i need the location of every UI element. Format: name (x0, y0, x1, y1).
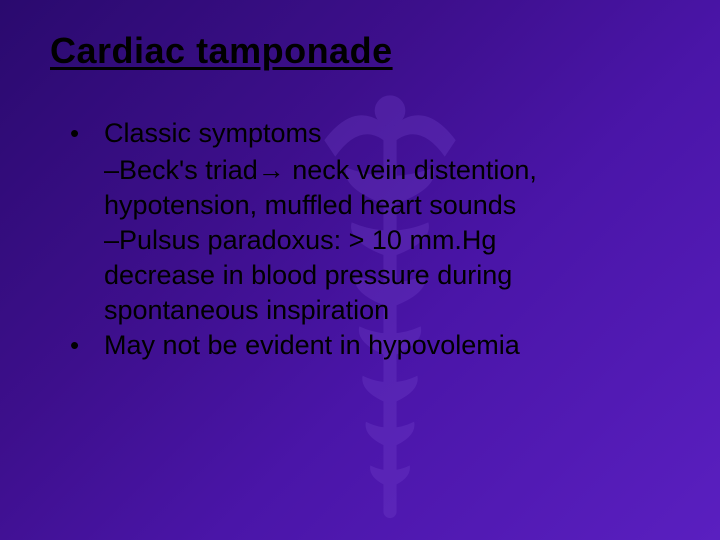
bullet-text: Classic symptoms (104, 116, 322, 151)
sub-bullet-text: decrease in blood pressure during (104, 258, 512, 293)
slide-title: Cardiac tamponade (50, 30, 670, 72)
sub-text-part: –Beck's triad (104, 155, 258, 185)
bullet-item: • May not be evident in hypovolemia (70, 328, 670, 363)
bullet-item: • Classic symptoms (70, 116, 670, 151)
slide-container: Cardiac tamponade • Classic symptoms –Be… (0, 0, 720, 363)
sub-bullet-item: –Beck's triad→ neck vein distention, (70, 153, 670, 188)
arrow-icon: → (258, 155, 285, 185)
sub-bullet-continuation: hypotension, muffled heart sounds (70, 188, 670, 223)
bullet-marker: • (70, 328, 104, 362)
slide-body: • Classic symptoms –Beck's triad→ neck v… (50, 116, 670, 363)
sub-bullet-continuation: spontaneous inspiration (70, 293, 670, 328)
bullet-text: May not be evident in hypovolemia (104, 328, 520, 363)
sub-bullet-item: –Pulsus paradoxus: > 10 mm.Hg (70, 223, 670, 258)
sub-bullet-text: –Pulsus paradoxus: > 10 mm.Hg (104, 223, 496, 258)
sub-bullet-continuation: decrease in blood pressure during (70, 258, 670, 293)
sub-bullet-text: hypotension, muffled heart sounds (104, 188, 516, 223)
sub-text-part: neck vein distention, (285, 155, 537, 185)
sub-bullet-text: –Beck's triad→ neck vein distention, (104, 153, 537, 188)
bullet-marker: • (70, 116, 104, 150)
sub-bullet-text: spontaneous inspiration (104, 293, 389, 328)
